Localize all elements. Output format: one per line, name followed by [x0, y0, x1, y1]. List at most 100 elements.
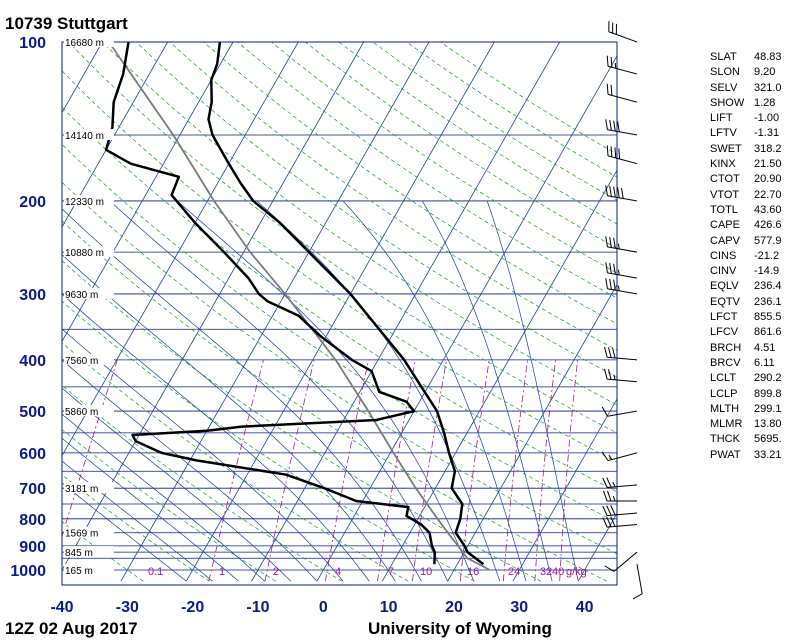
wind-barb-feather [606, 516, 612, 527]
isotherm-line [447, 283, 617, 582]
wind-barb-feather [610, 56, 613, 68]
mixing-ratio-label: 2 [273, 566, 279, 578]
wind-barb-staff [607, 452, 638, 462]
height-label: 12330 m [65, 197, 104, 208]
moist-adiabat [62, 437, 239, 582]
wind-barb-staff [607, 246, 638, 253]
stat-row: PWAT 33.21 [710, 448, 800, 463]
height-label-bg [64, 546, 114, 558]
wind-barb [632, 564, 643, 600]
height-label: 3181 m [65, 484, 98, 495]
isotherm-line [62, 42, 168, 228]
stat-value: 236.1 [754, 295, 782, 308]
stat-row: SWET 318.2 [710, 142, 800, 157]
wind-barb-feather [617, 269, 620, 276]
wind-barb-feather [618, 148, 621, 160]
height-label-bg [64, 287, 114, 299]
wind-barb [604, 346, 638, 361]
height-label-bg [64, 405, 114, 417]
dry-adiabat [62, 106, 617, 493]
stat-row: VTOT 22.70 [710, 188, 800, 203]
mixing-ratio-line [459, 359, 490, 582]
wind-barb [601, 406, 638, 417]
pressure-tick-label: 900 [19, 539, 46, 556]
stat-key: CINS [710, 249, 737, 262]
dry-adiabat [169, 42, 617, 351]
stat-row: SLON 9.20 [710, 65, 800, 80]
temperature-tick-label: -40 [50, 599, 73, 616]
wind-barb [603, 490, 637, 502]
height-label-bg [64, 482, 114, 494]
stat-key: CTOT [710, 173, 740, 186]
height-label-bg [64, 564, 114, 575]
mixing-ratio-label: 24 [508, 566, 520, 578]
wind-barb-staff [607, 129, 638, 136]
height-label-bg [64, 246, 114, 258]
wind-barb-feather [632, 593, 643, 600]
wind-barb-feather [613, 186, 616, 198]
pressure-tick-label: 1000 [10, 563, 46, 580]
dry-adiabat [62, 143, 617, 523]
moist-adiabat [62, 328, 344, 582]
temperature-tick-label: -20 [181, 599, 204, 616]
stat-value: 318.2 [754, 142, 782, 155]
wind-barb-feather [617, 243, 620, 250]
stat-row: MLMR 13.80 [710, 417, 800, 432]
wind-barb-feather [608, 454, 613, 460]
height-label-bg [64, 36, 114, 47]
wind-barb-feather [610, 84, 613, 96]
mixing-ratio-label: g/kg [566, 566, 587, 578]
wind-barb [602, 477, 638, 489]
mixing-ratio-label: 40 [552, 566, 564, 578]
stat-row: LCLT 290.2 [710, 371, 800, 386]
stat-row: MLTH 299.1 [710, 402, 800, 417]
stat-value: 20.90 [754, 173, 782, 186]
moist-adiabat [109, 200, 448, 582]
stat-value: -14.9 [754, 265, 780, 278]
wind-barb [604, 368, 638, 383]
parcel-path [108, 42, 491, 571]
mixing-ratio-label: 7 [388, 566, 394, 578]
stat-key: EQTV [710, 295, 740, 308]
wind-barb [605, 119, 638, 136]
stat-key: MLTH [710, 402, 740, 415]
stat-key: SHOW [710, 96, 745, 109]
pressure-tick-label: 100 [19, 35, 46, 52]
stat-key: BRCH [710, 341, 742, 354]
wind-barb-feather [601, 451, 609, 461]
height-label: 5860 m [65, 407, 98, 418]
mixing-ratio-label: 4 [335, 566, 341, 578]
pressure-tick-label: 500 [19, 404, 46, 421]
stat-value: 13.80 [754, 418, 782, 431]
stat-key: SLAT [710, 51, 737, 63]
stat-value: 861.6 [754, 326, 782, 339]
mixing-ratio-line [264, 359, 315, 582]
dry-adiabat [62, 220, 608, 582]
wind-barb [602, 505, 638, 517]
wind-barb-feather [617, 121, 620, 132]
wind-barb-feather [611, 347, 616, 359]
wind-barb-feather [605, 185, 608, 196]
isotherm-line [185, 42, 495, 582]
height-label: 14140 m [65, 131, 104, 142]
height-label: 9630 m [65, 290, 98, 301]
wind-barb [604, 551, 638, 572]
moist-adiabat [62, 387, 292, 582]
stat-key: LCLT [710, 372, 737, 385]
wind-barb-feather [604, 565, 615, 572]
mixing-ratio-label: 16 [467, 566, 479, 578]
stat-key: MLMR [710, 418, 743, 431]
wind-barb [605, 185, 638, 202]
moist-adiabat [62, 359, 318, 582]
wind-barb-feather [605, 119, 608, 130]
height-label: 16680 m [65, 38, 104, 49]
stat-row: CTOT 20.90 [710, 172, 800, 187]
wind-barb-staff [607, 155, 638, 165]
temperature-tick-label: 0 [319, 599, 328, 616]
stat-key: SLON [710, 66, 740, 79]
stat-key: CINV [710, 265, 737, 278]
temperature-tick-label: 40 [576, 599, 594, 616]
stat-row: LCLP 899.8 [710, 387, 800, 402]
wind-barb-feather [609, 278, 612, 290]
stat-key: VTOT [710, 188, 740, 201]
